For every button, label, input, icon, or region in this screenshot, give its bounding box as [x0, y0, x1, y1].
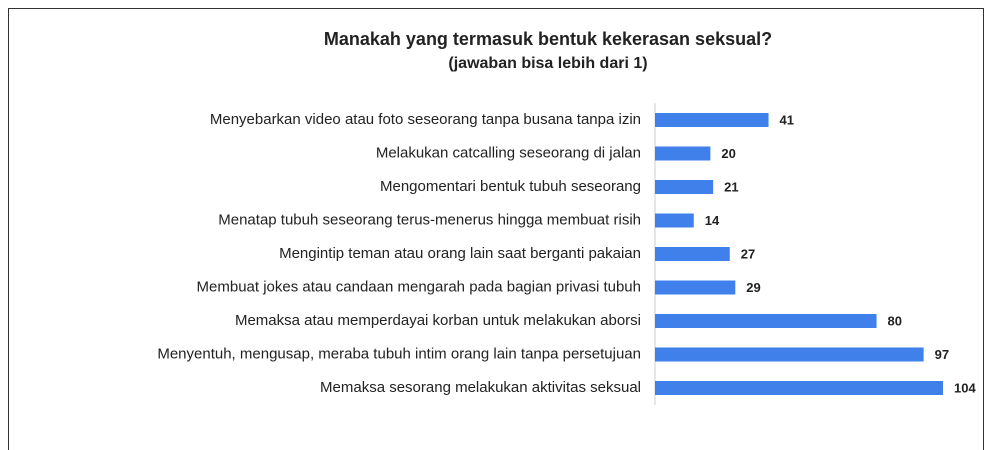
category-label: Memaksa sesorang melakukan aktivitas sek… — [320, 379, 641, 396]
category-label: Menatap tubuh seseorang terus-menerus hi… — [218, 211, 641, 228]
value-label: 104 — [954, 380, 976, 395]
value-label: 27 — [741, 246, 755, 261]
value-label: 41 — [780, 112, 794, 127]
value-label: 97 — [935, 347, 949, 362]
bar — [655, 314, 877, 328]
category-label: Memaksa atau memperdayai korban untuk me… — [235, 312, 641, 329]
category-label: Menyebarkan video atau foto seseorang ta… — [210, 111, 641, 128]
category-label: Membuat jokes atau candaan mengarah pada… — [197, 278, 641, 295]
category-label: Mengintip teman atau orang lain saat ber… — [279, 245, 641, 262]
category-label: Melakukan catcalling seseorang di jalan — [376, 144, 641, 161]
bar — [655, 247, 730, 261]
bar — [655, 146, 711, 161]
value-label: 29 — [746, 280, 760, 295]
bar — [655, 347, 924, 362]
frame — [8, 8, 984, 450]
category-label: Menyentuh, mengusap, meraba tubuh intim … — [157, 345, 641, 362]
value-label: 20 — [721, 146, 735, 161]
chart-subtitle: (jawaban bisa lebih dari 1) — [448, 55, 647, 72]
value-label: 21 — [724, 179, 738, 194]
category-label: Mengomentari bentuk tubuh seseorang — [380, 178, 641, 195]
value-label: 14 — [705, 213, 720, 228]
bar — [655, 180, 714, 194]
bar — [655, 113, 769, 127]
bar — [655, 280, 736, 295]
value-label: 80 — [888, 313, 902, 328]
bar — [655, 381, 943, 395]
bar — [655, 213, 694, 228]
chart-title: Manakah yang termasuk bentuk kekerasan s… — [324, 29, 772, 49]
